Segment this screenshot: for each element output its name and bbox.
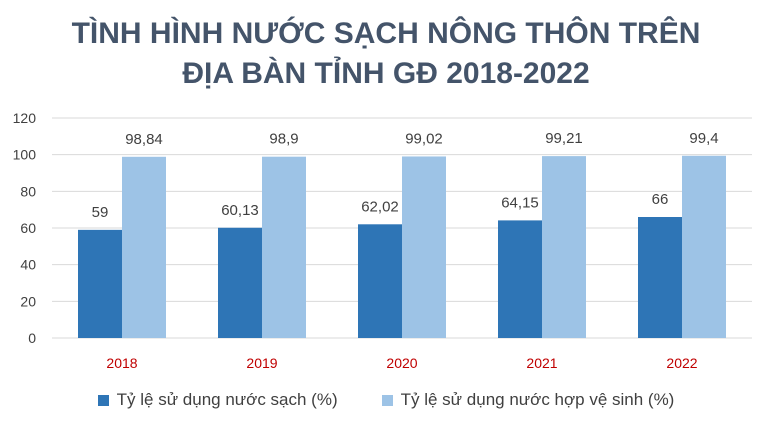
x-category-label-2019: 2019 (246, 355, 277, 371)
legend-item-series-1: Tỷ lệ sử dụng nước sạch (%) (97, 390, 338, 410)
data-label-2021-series-1: 64,15 (501, 194, 539, 211)
bar-2022-series-1 (638, 217, 682, 338)
x-category-label-2022: 2022 (666, 355, 697, 371)
x-category-label-2018: 2018 (106, 355, 137, 371)
legend-swatch-series-1 (97, 394, 109, 406)
bar-2019-series-1 (218, 227, 262, 338)
bar-2018-series-2 (122, 156, 166, 338)
x-category-label-2020: 2020 (386, 355, 417, 371)
data-label-2022-series-1: 66 (652, 191, 669, 208)
chart-title: TÌNH HÌNH NƯỚC SẠCH NÔNG THÔN TRÊN ĐỊA B… (0, 14, 772, 94)
chart-legend: Tỷ lệ sử dụng nước sạch (%) Tỷ lệ sử dụn… (0, 390, 772, 410)
data-label-2018-series-2: 98,84 (125, 131, 163, 148)
legend-label-series-2: Tỷ lệ sử dụng nước hợp vệ sinh (%) (400, 390, 675, 409)
y-tick-label-0: 0 (28, 330, 36, 346)
y-tick-label-100: 100 (13, 147, 37, 163)
bar-2022-series-2 (682, 155, 726, 338)
legend-label-series-1: Tỷ lệ sử dụng nước sạch (%) (116, 390, 338, 409)
data-label-2018-series-1: 59 (92, 204, 109, 221)
bar-2019-series-2 (262, 156, 306, 338)
y-tick-label-120: 120 (13, 110, 37, 126)
x-category-label-2021: 2021 (526, 355, 557, 371)
bar-2021-series-1 (498, 220, 542, 338)
y-tick-label-20: 20 (20, 293, 36, 309)
y-tick-label-80: 80 (20, 183, 36, 199)
legend-item-series-2: Tỷ lệ sử dụng nước hợp vệ sinh (%) (381, 390, 675, 410)
bar-2021-series-2 (542, 156, 586, 338)
legend-swatch-series-2 (381, 394, 393, 406)
data-label-2020-series-2: 99,02 (405, 130, 443, 147)
bar-2018-series-1 (78, 229, 122, 338)
data-label-2019-series-2: 98,9 (269, 131, 298, 148)
chart-title-line-1: TÌNH HÌNH NƯỚC SẠCH NÔNG THÔN TRÊN (71, 17, 701, 50)
data-label-2019-series-1: 60,13 (221, 202, 259, 219)
data-label-2021-series-2: 99,21 (545, 130, 583, 147)
bar-2020-series-1 (358, 224, 402, 338)
data-label-2022-series-2: 99,4 (689, 130, 718, 147)
y-tick-label-40: 40 (20, 257, 36, 273)
data-label-2020-series-1: 62,02 (361, 198, 399, 215)
bar-2020-series-2 (402, 156, 446, 338)
chart-title-line-2: ĐỊA BÀN TỈNH GĐ 2018-2022 (182, 57, 590, 90)
y-tick-label-60: 60 (20, 220, 36, 236)
